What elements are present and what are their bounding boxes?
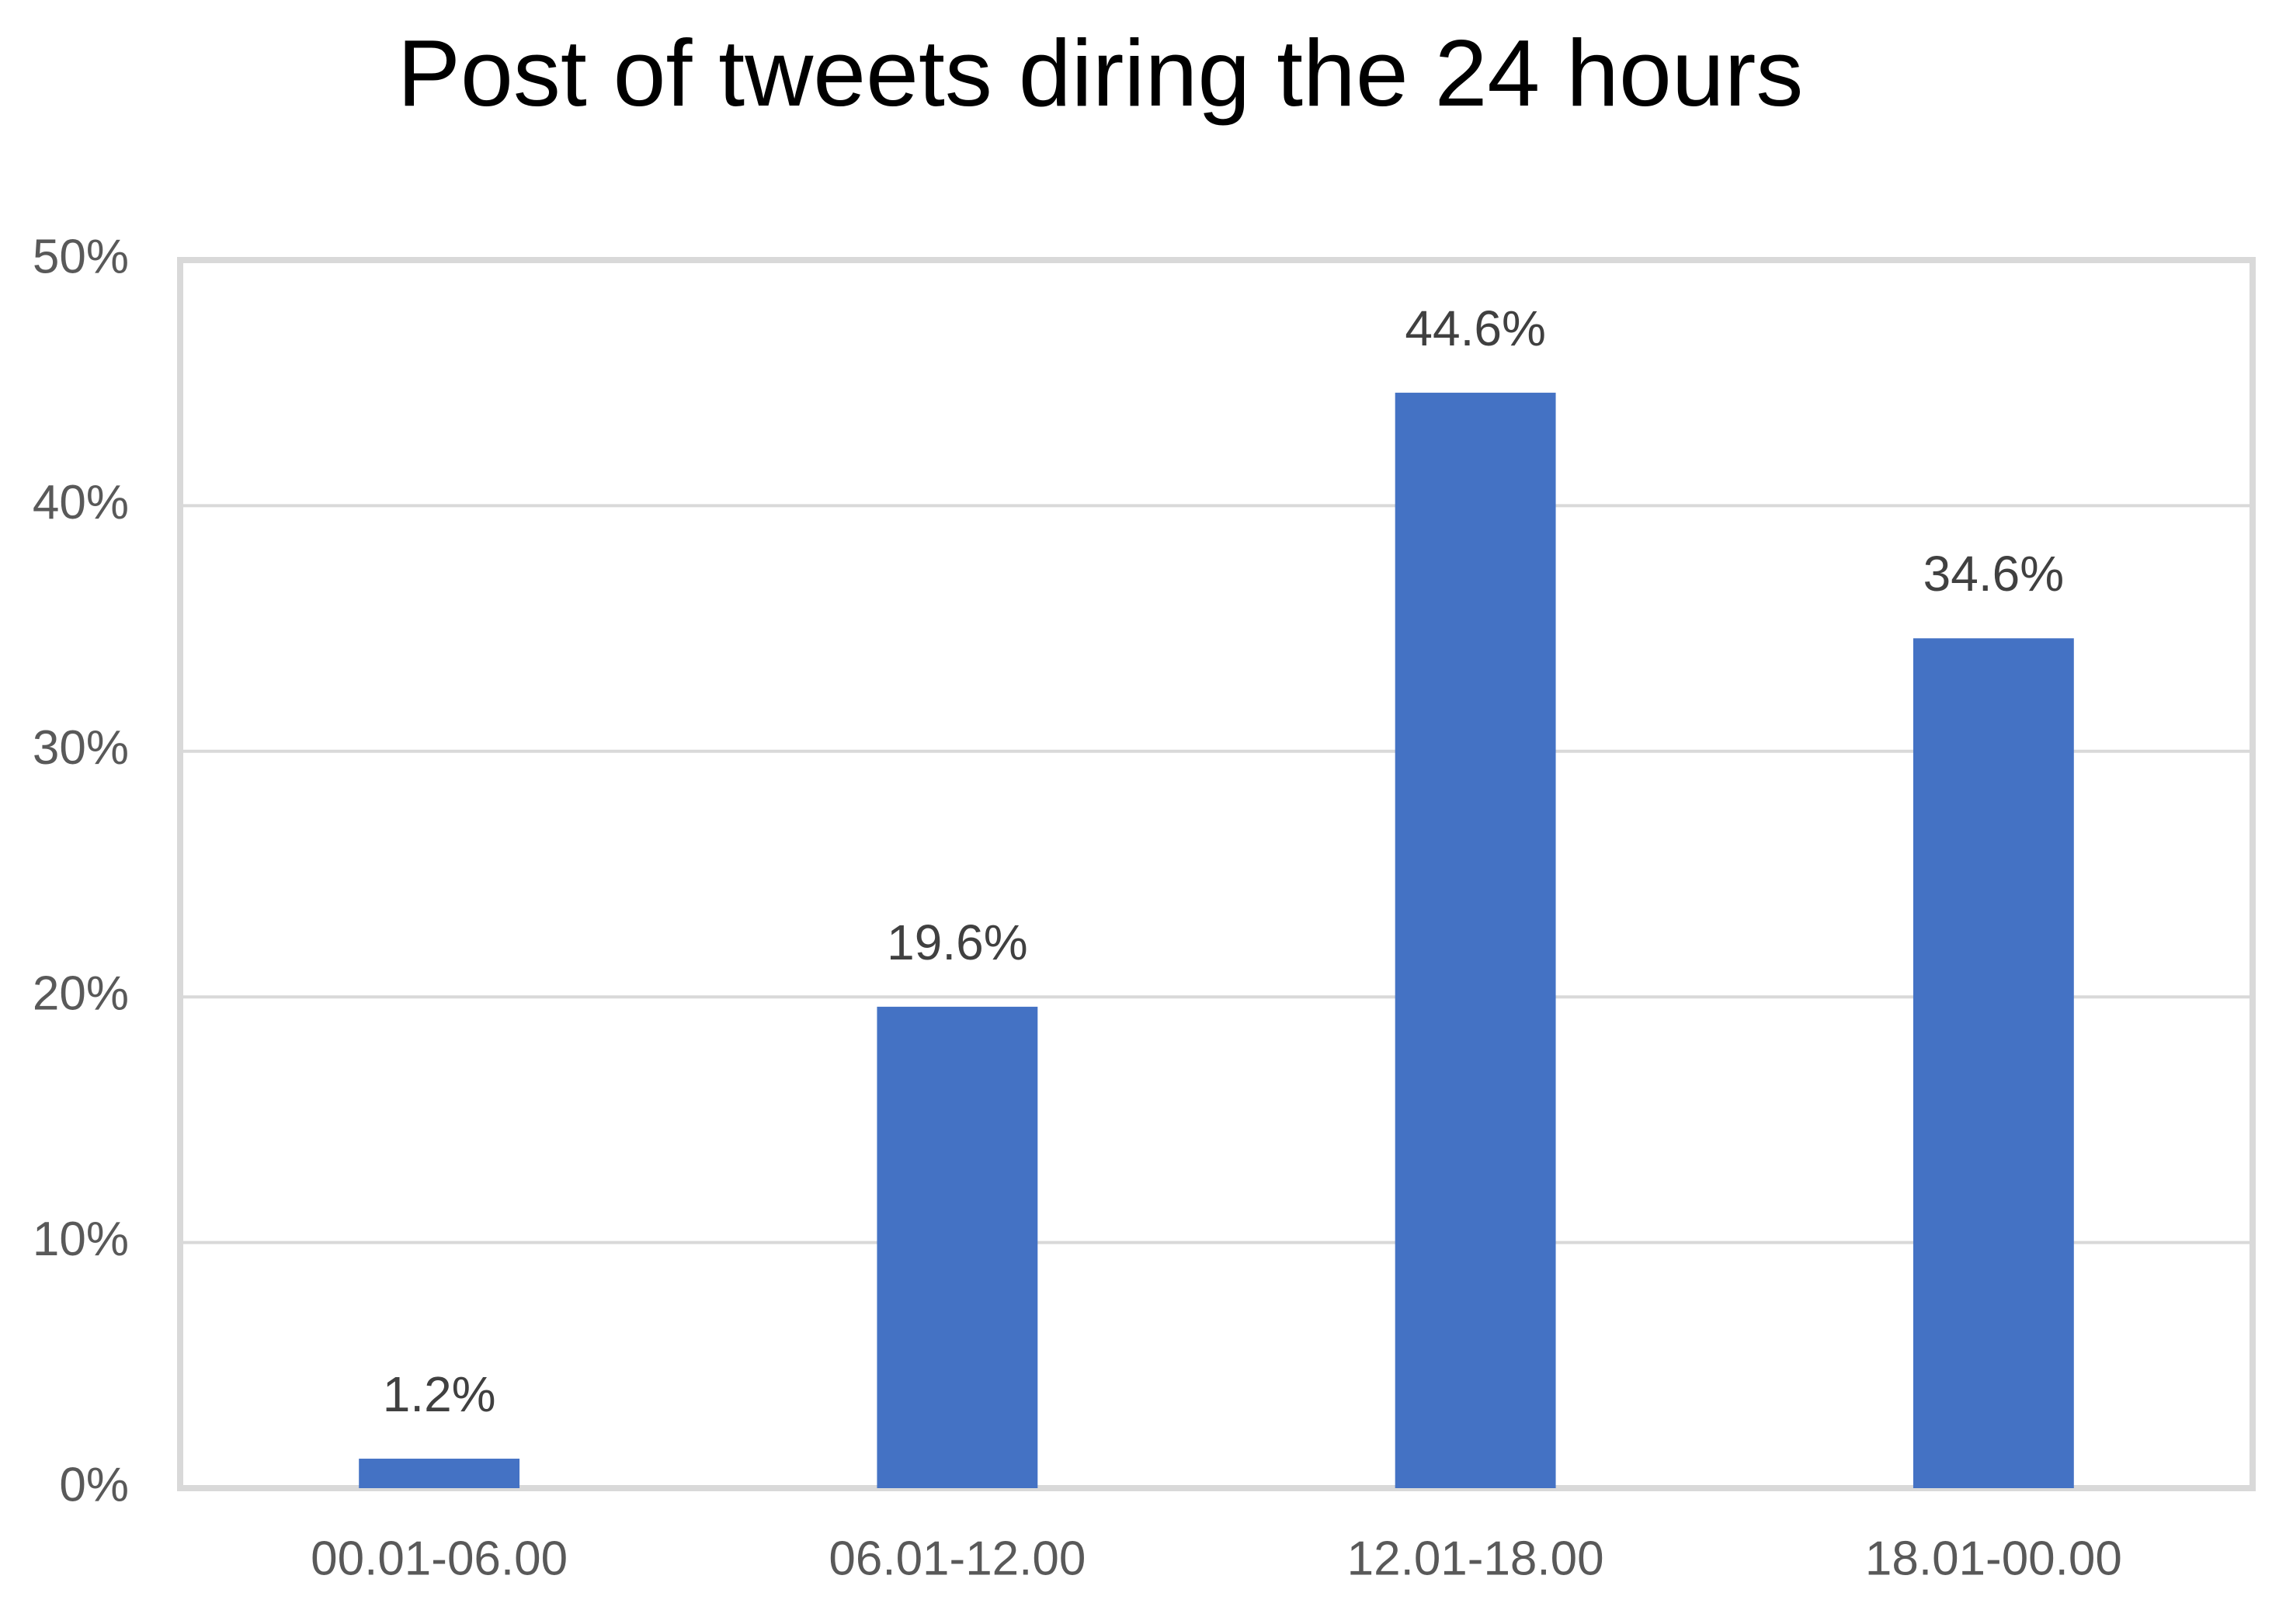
y-tick-label: 50% [33,230,129,283]
x-tick-label: 06.01-12.00 [829,1532,1086,1585]
value-label: 19.6% [887,914,1027,970]
plot-border [177,257,2256,1491]
y-tick-label: 0% [59,1458,129,1511]
x-tick-label: 00.01-06.00 [311,1532,568,1585]
y-tick-label: 40% [33,476,129,529]
y-tick-label: 30% [33,721,129,775]
x-tick-label: 12.01-18.00 [1347,1532,1604,1585]
value-label: 34.6% [1923,546,2064,602]
bar [1395,392,1556,1489]
y-tick-label: 10% [33,1213,129,1266]
chart-title: Post of tweets diring the 24 hours [398,20,1804,126]
bar [1913,638,2074,1488]
y-tick-label: 20% [33,967,129,1021]
bar [877,1006,1038,1488]
value-label: 44.6% [1405,300,1545,356]
bar [359,1459,520,1488]
value-label: 1.2% [383,1366,496,1422]
x-tick-label: 18.01-00.00 [1865,1532,2122,1585]
